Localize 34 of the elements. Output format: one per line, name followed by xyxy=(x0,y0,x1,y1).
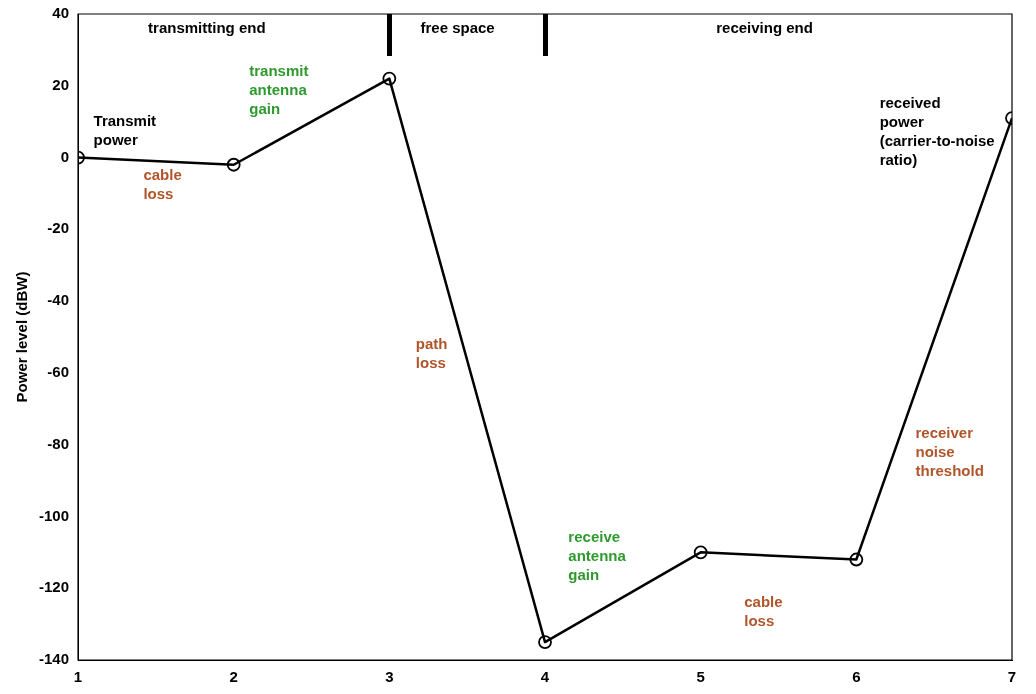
y-tick-label: -20 xyxy=(47,219,70,237)
x-tick-label: 4 xyxy=(540,668,550,686)
y-tick-label: -100 xyxy=(38,506,70,524)
annotation: cable loss xyxy=(143,165,182,202)
y-tick-label: -60 xyxy=(47,363,70,381)
y-tick-label: -140 xyxy=(38,650,70,668)
y-tick-label: -80 xyxy=(47,434,70,452)
annotation: received power (carrier-to-noise ratio) xyxy=(879,94,995,169)
point xyxy=(226,157,241,172)
y-tick-label: 20 xyxy=(52,75,70,93)
x-tick-label: 7 xyxy=(1007,668,1017,686)
annotation: transmit antenna gain xyxy=(249,61,309,117)
y-tick-label: -40 xyxy=(47,291,70,309)
y-tick-label: -120 xyxy=(38,578,70,596)
annotation: receive antenna gain xyxy=(568,528,627,584)
annotation: receiving end xyxy=(716,18,813,36)
point xyxy=(382,71,397,86)
x-tick-label: 1 xyxy=(73,668,83,686)
annotation: path loss xyxy=(415,334,448,371)
point xyxy=(538,635,552,649)
x-tick-label: 6 xyxy=(852,668,861,686)
x-tick-label: 3 xyxy=(385,668,394,686)
annotation: transmitting end xyxy=(148,18,266,36)
annotation: cable loss xyxy=(744,593,783,630)
x-tick-label: 2 xyxy=(229,668,238,686)
point xyxy=(693,545,708,560)
annotation: receiver noise threshold xyxy=(915,424,984,480)
y-tick-label: 40 xyxy=(52,4,70,22)
annotation: Transmit power xyxy=(93,112,157,149)
x-tick-label: 5 xyxy=(696,668,705,686)
y-axis-title: Power level (dBW) xyxy=(13,271,31,403)
point xyxy=(849,552,864,567)
annotation: free space xyxy=(420,18,495,36)
y-tick-label: 0 xyxy=(60,147,70,165)
